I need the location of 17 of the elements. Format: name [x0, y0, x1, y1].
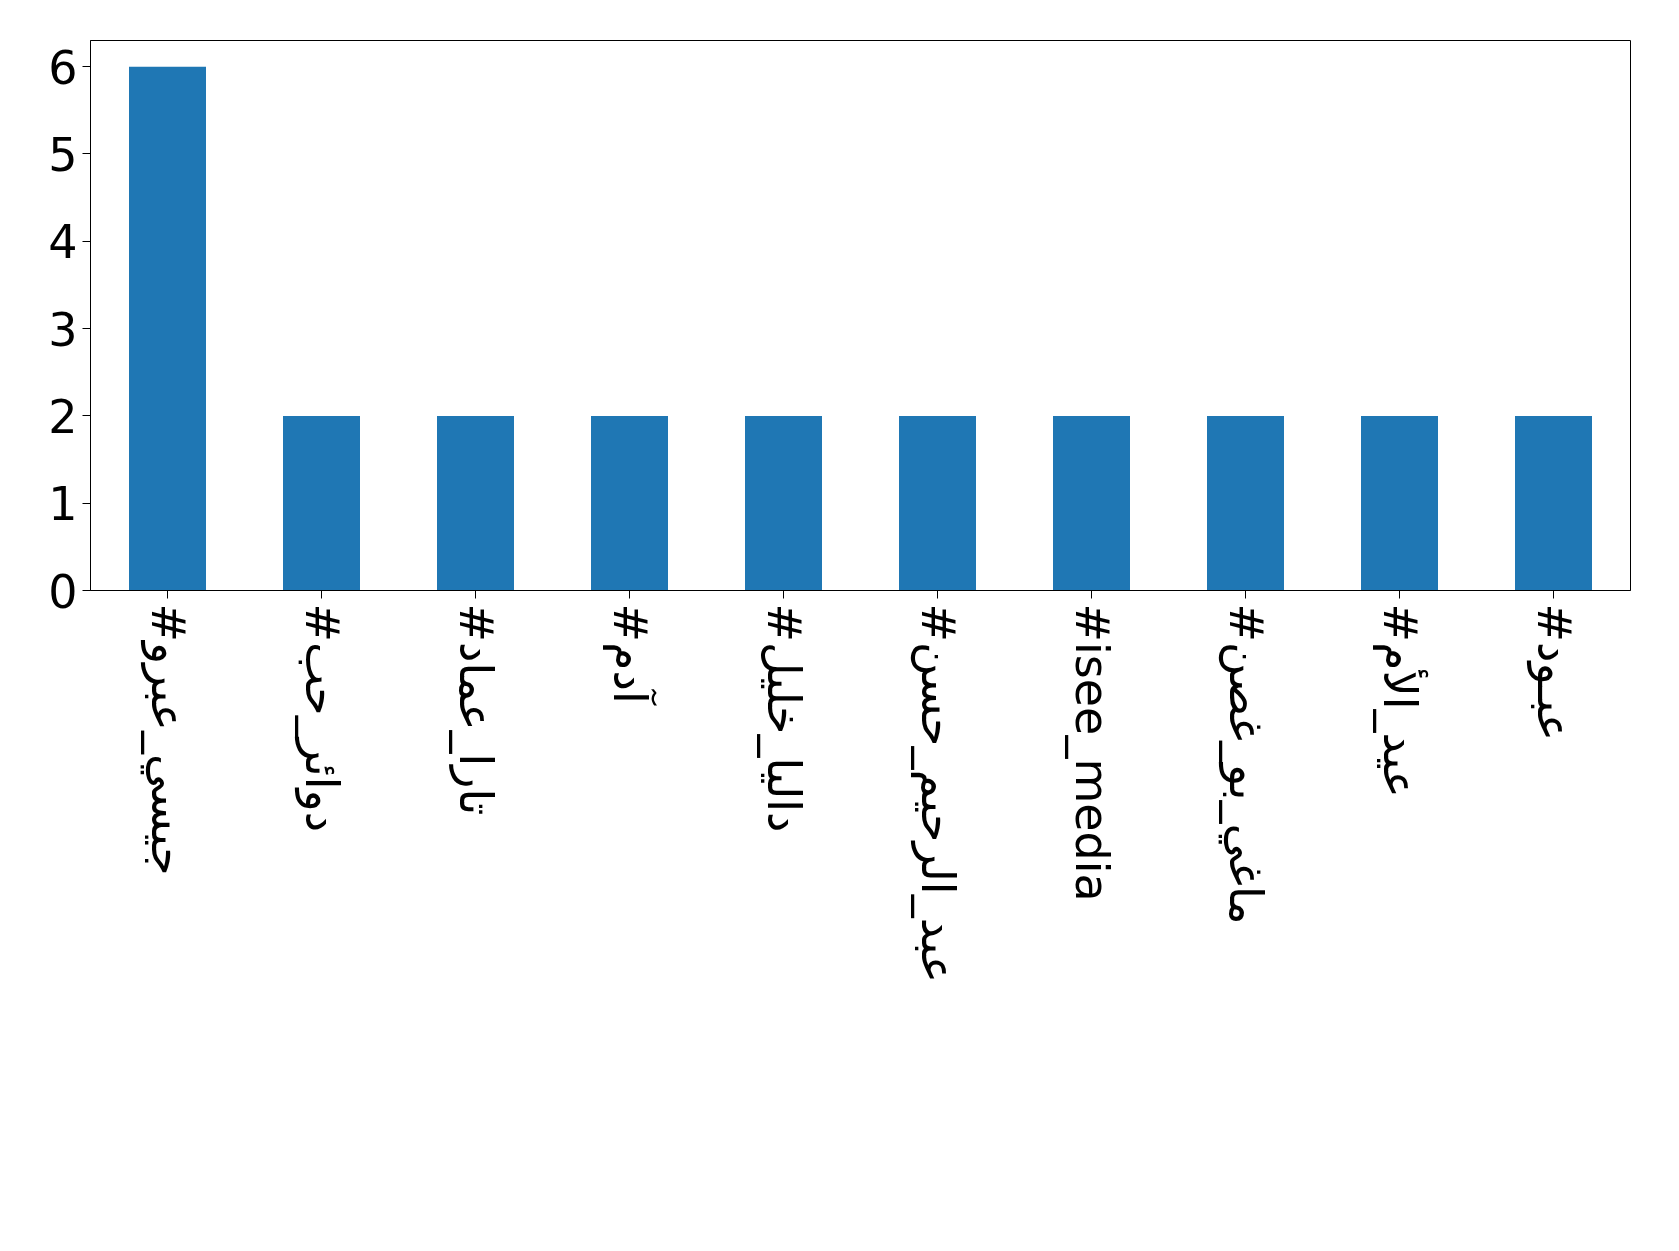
x-tick-label: #دوائر_حب: [293, 603, 349, 833]
x-tick-label: #داليا_خليل: [756, 603, 811, 833]
x-tick-label: #تارا_عماد: [448, 603, 503, 816]
y-tick-label: 0: [48, 564, 78, 619]
y-tick-label: 5: [48, 127, 78, 182]
x-tick-label: #عبد_الرحيم_حسن: [909, 603, 965, 984]
y-tick-label: 1: [48, 477, 78, 532]
x-tick-label: #عبـود: [1525, 603, 1581, 742]
y-tick-label: 3: [48, 302, 78, 357]
x-tick-label: #جيسي_عبرو: [139, 603, 195, 876]
x-tick-label: #ماغي_بو_غصن: [1217, 603, 1273, 925]
y-tick-label: 4: [48, 215, 78, 270]
x-tick-label: #آدم: [602, 603, 657, 707]
x-tick-label: #عيد_الأم: [1372, 603, 1429, 799]
x-tick-label: #isee_media: [1064, 603, 1119, 902]
y-tick-label: 6: [48, 40, 78, 95]
y-tick-label: 2: [48, 389, 78, 444]
